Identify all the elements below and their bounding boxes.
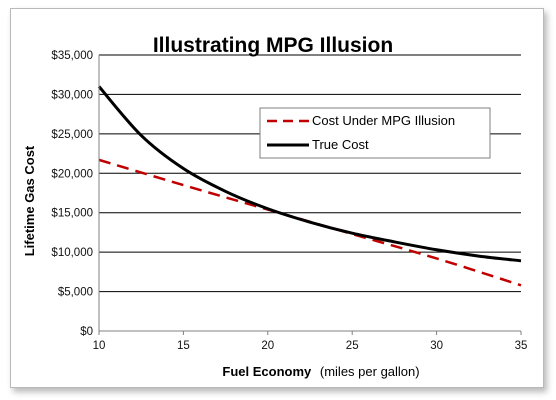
y-axis-title: Lifetime Gas Cost <box>22 145 37 256</box>
x-axis-title-unit: (miles per gallon) <box>320 364 420 379</box>
x-tick-label: 35 <box>515 340 528 352</box>
series-lines <box>97 85 522 287</box>
x-tick-label: 30 <box>430 340 443 352</box>
series-line-true <box>97 85 522 263</box>
y-tick-label: $15,000 <box>51 208 93 220</box>
y-tick-label: $25,000 <box>51 129 93 141</box>
gridlines <box>99 54 521 293</box>
y-tick-label: $0 <box>80 326 93 338</box>
x-tick-label: 25 <box>346 340 359 352</box>
legend-label-illusion: Cost Under MPG Illusion <box>312 113 455 128</box>
x-axis-title: Fuel Economy (miles per gallon) <box>222 364 419 379</box>
chart-frame: Illustrating MPG Illusion $0 $5,000 $10,00… <box>10 8 544 388</box>
y-tick-label: $10,000 <box>51 247 93 259</box>
y-tick-labels: $0 $5,000 $10,000 $15,000 $20,000 $25,000 $30,… <box>51 50 93 338</box>
chart-svg: Illustrating MPG Illusion $0 $5,000 $10,00… <box>22 34 528 379</box>
y-tick-label: $35,000 <box>51 50 93 62</box>
x-axis-title-main: Fuel Economy <box>222 364 312 379</box>
x-tick-label: 15 <box>177 340 190 352</box>
x-tick-label: 10 <box>93 340 106 352</box>
legend-box <box>259 107 491 159</box>
legend-label-true: True Cost <box>312 137 369 152</box>
y-tick-label: $30,000 <box>51 89 93 101</box>
y-tick-label: $5,000 <box>58 287 93 299</box>
chart-title: Illustrating MPG Illusion <box>153 34 393 57</box>
x-tick-labels: 10 15 20 25 30 35 <box>93 331 528 352</box>
y-tick-label: $20,000 <box>51 168 93 180</box>
legend: Cost Under MPG Illusion True Cost <box>259 107 491 159</box>
x-tick-label: 20 <box>261 340 274 352</box>
